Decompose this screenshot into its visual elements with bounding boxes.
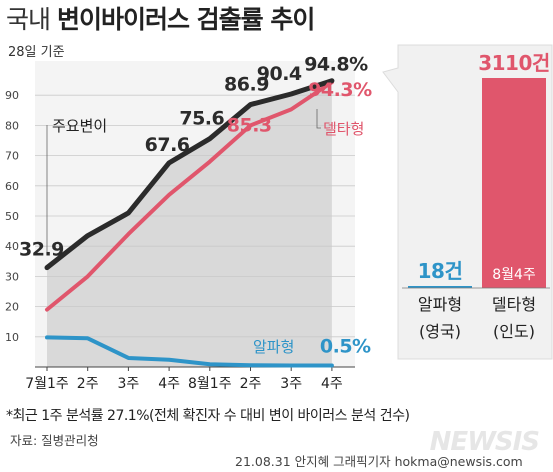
watermark-logo: NEWSIS — [429, 427, 540, 457]
bar-value-label: 18건 — [418, 259, 463, 283]
x-tick-label: 4주 — [321, 376, 343, 392]
data-label-주요변이: 32.9 — [19, 239, 64, 261]
series-name-델타형: 델타형 — [323, 120, 364, 138]
x-tick-label: 2주 — [77, 376, 99, 392]
data-label-주요변이: 67.6 — [145, 134, 190, 156]
data-label-주요변이: 94.8% — [304, 54, 368, 76]
source-text: 자료: 질병관리청 — [10, 433, 99, 448]
bar-category-label: 알파형 — [418, 295, 462, 314]
title-prefix: 국내 — [6, 5, 51, 34]
page-title: 국내 변이바이러스 검출률 추이 — [6, 0, 315, 36]
x-tick-label: 3주 — [118, 376, 140, 392]
x-tick-label: 2주 — [240, 376, 262, 392]
bar-category-label: (영국) — [419, 322, 461, 341]
series-line-알파형 — [45, 335, 334, 368]
x-tick-label: 8월1주 — [188, 376, 232, 392]
x-tick-label: 4주 — [158, 376, 180, 392]
data-label-주요변이: 86.9 — [224, 74, 269, 96]
y-tick-label: 60 — [5, 180, 19, 193]
data-label-알파형: 0.5% — [320, 335, 371, 357]
chart-subtitle: 28일 기준 — [8, 45, 65, 60]
x-tick-label: 7월1주 — [25, 376, 69, 392]
series-name-알파형: 알파형 — [253, 338, 294, 356]
bar-category-label: (인도) — [493, 322, 535, 341]
y-tick-label: 90 — [5, 89, 19, 102]
area-fill-주요변이 — [47, 80, 332, 367]
series-name-주요변이: 주요변이 — [52, 117, 107, 135]
y-tick-label: 70 — [5, 150, 19, 163]
bar-category-label: 델타형 — [492, 295, 536, 314]
bar-value-label: 3110건 — [478, 51, 550, 75]
title-main: 변이바이러스 검출률 추이 — [56, 5, 315, 34]
y-tick-label: 40 — [5, 240, 19, 253]
y-tick-label: 30 — [5, 270, 19, 283]
data-label-주요변이: 75.6 — [179, 108, 224, 130]
bar-0 — [408, 286, 472, 288]
data-label-주요변이: 90.4 — [257, 63, 302, 85]
footnote: *최근 1주 분석률 27.1%(전체 확진자 수 대비 변이 바이러스 분석 … — [6, 408, 410, 424]
y-tick-label: 20 — [5, 301, 19, 314]
y-tick-label: 50 — [5, 210, 19, 223]
x-tick-label: 3주 — [280, 376, 302, 392]
series-line-델타형 — [45, 80, 334, 312]
data-label-델타형: 85.3 — [227, 114, 272, 136]
bar-inner-label: 8월4주 — [492, 267, 536, 283]
y-tick-label: 80 — [5, 119, 19, 132]
credit-text: 21.08.31 안지혜 그래픽기자 hokma@newsis.com — [235, 454, 523, 469]
y-tick-label: 10 — [5, 331, 19, 344]
leader-line-델타형 — [316, 109, 321, 129]
series-line-주요변이 — [44, 78, 335, 271]
bar-1 — [482, 78, 546, 288]
data-label-델타형: 94.3% — [308, 79, 372, 101]
